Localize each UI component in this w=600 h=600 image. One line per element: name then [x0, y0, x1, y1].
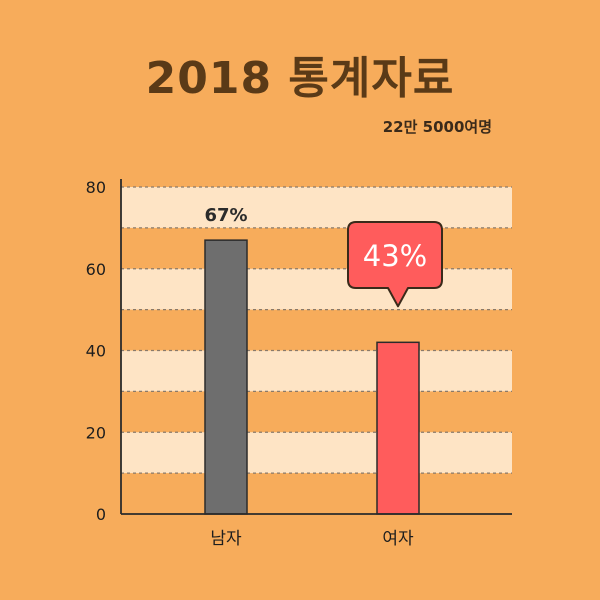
data-label-highlight: 43%	[363, 239, 427, 273]
grid-band	[121, 187, 512, 228]
x-tick-label: 여자	[382, 529, 414, 549]
y-tick-label: 20	[86, 423, 106, 442]
bar-female	[376, 341, 420, 515]
chart-title: 2018 통계자료	[145, 53, 455, 104]
x-tick-labels: 남자 여자	[210, 529, 414, 549]
bars	[204, 239, 420, 515]
y-tick-label: 40	[86, 342, 106, 361]
data-label: 67%	[204, 205, 247, 226]
y-tick-labels: 0 20 40 60 80	[86, 178, 106, 524]
background-bands	[121, 187, 512, 474]
y-tick-label: 60	[86, 260, 106, 279]
grid-band	[121, 350, 512, 392]
y-tick-label: 0	[96, 505, 106, 524]
axes	[120, 179, 512, 515]
grid-band	[121, 268, 512, 310]
y-tick-label: 80	[86, 178, 106, 197]
grid-band	[121, 432, 512, 474]
gridlines	[121, 186, 512, 474]
callout-bubble: 43%	[347, 221, 443, 308]
chart-subtitle: 22만 5000여명	[382, 118, 492, 136]
x-tick-label: 남자	[210, 529, 242, 549]
bar-male	[204, 239, 248, 515]
callout-shape	[347, 221, 443, 308]
data-labels: 67% 43%	[204, 205, 443, 308]
